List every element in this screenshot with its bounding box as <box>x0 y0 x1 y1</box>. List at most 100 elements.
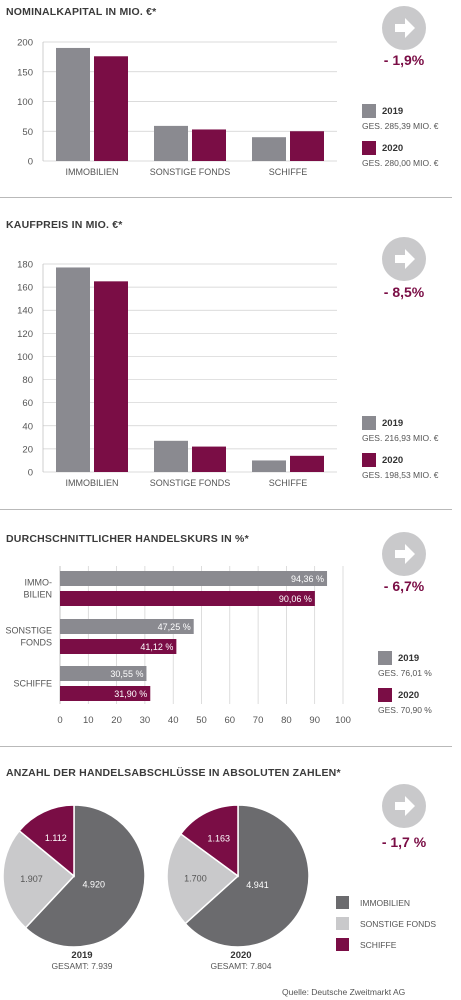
legend-swatch-immobilien <box>336 896 349 909</box>
arrow-right-icon <box>382 784 426 828</box>
section-title: KAUFPREIS IN MIO. €* <box>6 219 123 231</box>
x-tick-label: SONSTIGE FONDS <box>150 167 231 177</box>
y-tick-label: 40 <box>22 421 33 432</box>
pie-legend: IMMOBILIEN SONSTIGE FONDS SCHIFFE <box>336 896 436 959</box>
y-tick-label: 100 <box>17 97 33 108</box>
bar-2019 <box>60 666 147 681</box>
x-tick-label: SCHIFFE <box>269 167 308 177</box>
legend-swatch-2019 <box>362 104 376 118</box>
x-tick-label: SONSTIGE FONDS <box>150 478 231 488</box>
section-title: ANZAHL DER HANDELSABSCHLÜSSE IN ABSOLUTE… <box>6 767 341 779</box>
y-tick-label: 120 <box>17 329 33 340</box>
pie-total: GESAMT: 7.939 <box>51 961 113 971</box>
y-tick-label: 0 <box>28 157 33 168</box>
nominalkapital-bar-chart: 0 50 100 150 200 IMMOBILIEN SONSTIGE FONDS SCHI… <box>17 38 337 177</box>
pie-value-label: 1.112 <box>45 833 67 843</box>
y-tick-label: SONSTIGE <box>5 626 52 636</box>
bar-2019 <box>60 571 328 586</box>
legend-year: 2020 <box>398 689 420 701</box>
bar-2019 <box>60 619 194 634</box>
y-tick-label: SCHIFFE <box>13 679 52 689</box>
x-tick-label: 50 <box>196 715 207 726</box>
data-label: 30,55 % <box>110 669 143 679</box>
legend-swatch-2020 <box>362 453 376 467</box>
bar-2020 <box>94 56 128 161</box>
bar-2020 <box>290 131 324 161</box>
y-tick-label: 20 <box>22 444 33 455</box>
pie-year: 2020 <box>230 950 252 961</box>
change-value: - 1,7 % <box>381 834 427 850</box>
y-tick-label: 140 <box>17 306 33 317</box>
bar-2019 <box>56 267 90 472</box>
section-title: NOMINALKAPITAL IN MIO. €* <box>6 6 157 18</box>
section-title: DURCHSCHNITTLICHER HANDELSKURS IN %* <box>6 533 249 545</box>
legend-label: SONSTIGE FONDS <box>360 918 437 929</box>
x-tick-label: 40 <box>168 715 179 726</box>
bar-2020 <box>60 591 315 606</box>
x-tick-label: IMMOBILIEN <box>65 478 118 488</box>
y-tick-label: BILIEN <box>23 590 52 600</box>
arrow-right-icon <box>382 6 426 50</box>
y-tick-label: 100 <box>17 352 33 363</box>
bar-2019 <box>252 137 286 161</box>
pie-slice-sonstige-fonds <box>166 832 240 925</box>
bar-2020 <box>94 281 128 472</box>
x-tick-label: 80 <box>281 715 292 726</box>
legend-total: GES. 216,93 MIO. € <box>362 433 439 443</box>
x-tick-label: SCHIFFE <box>269 478 308 488</box>
kaufpreis-bar-chart: 0 20 40 60 80 100 120 140 160 180 IMMOBILIEN SONSTI… <box>17 260 337 488</box>
divider <box>0 746 452 747</box>
legend-swatch-2019 <box>378 651 392 665</box>
bar-2020 <box>192 446 226 472</box>
x-tick-label: 100 <box>335 715 351 726</box>
x-tick-label: 20 <box>111 715 122 726</box>
arrow-right-icon <box>382 532 426 576</box>
pie-slice-schiffe <box>18 804 75 878</box>
bar-2019 <box>252 460 286 472</box>
pie-value-label: 1.907 <box>20 874 43 884</box>
bar-2020 <box>192 129 226 161</box>
legend-year: 2019 <box>382 417 404 429</box>
y-tick-label: 50 <box>22 127 33 138</box>
legend-year: 2020 <box>382 142 404 154</box>
x-tick-label: 30 <box>140 715 151 726</box>
x-tick-label: 90 <box>309 715 320 726</box>
x-tick-label: 70 <box>253 715 264 726</box>
bar-2019 <box>154 125 188 161</box>
y-tick-label: IMMO- <box>25 578 53 588</box>
y-tick-label: 0 <box>28 468 33 479</box>
y-tick-label: FONDS <box>21 638 53 648</box>
y-tick-label: 180 <box>17 260 33 271</box>
y-tick-label: 150 <box>17 67 33 78</box>
pie-value-label: 1.163 <box>208 833 231 843</box>
arrow-right-icon <box>382 237 426 281</box>
pie-slice-immobilien <box>184 804 310 948</box>
legend-total: GES. 285,39 MIO. € <box>362 121 439 131</box>
change-value: - 6,7% <box>383 578 425 594</box>
legend: 2019 GES. 285,39 MIO. € 2020 GES. 280,00… <box>362 104 439 178</box>
bar-2019 <box>154 440 188 472</box>
legend-total: GES. 198,53 MIO. € <box>362 470 439 480</box>
handelskurs-bar-chart: 0 10 20 30 40 50 60 70 80 90 100 94,36 % 90,06 % IMMO… <box>5 566 351 726</box>
legend-label: IMMOBILIEN <box>360 897 411 908</box>
y-tick-label: 80 <box>22 375 33 386</box>
bar-2020 <box>290 455 324 472</box>
pie-value-label: 4.920 <box>83 879 106 889</box>
pie-caption-2019: 2019 GESAMT: 7.939 <box>22 950 142 971</box>
x-tick-label: 60 <box>225 715 236 726</box>
pie-slice-immobilien <box>24 804 146 948</box>
change-value: - 8,5% <box>383 284 425 300</box>
pie-slice-sonstige-fonds <box>2 829 76 929</box>
legend-swatch-schiffe <box>336 938 349 951</box>
x-tick-label: IMMOBILIEN <box>65 167 118 177</box>
pie-caption-2020: 2020 GESAMT: 7.804 <box>181 950 301 971</box>
legend-total: GES. 280,00 MIO. € <box>362 158 439 168</box>
legend-total: GES. 70,90 % <box>378 705 432 715</box>
source-note: Quelle: Deutsche Zweitmarkt AG <box>282 987 406 997</box>
legend-swatch-2019 <box>362 416 376 430</box>
bar-2020 <box>60 639 177 654</box>
legend-swatch-2020 <box>362 141 376 155</box>
data-label: 41,12 % <box>140 642 173 652</box>
handelsabschluesse-pie-charts: 4.920 1.907 1.112 4.941 1.700 1.163 <box>2 804 310 948</box>
pie-total: GESAMT: 7.804 <box>210 961 272 971</box>
